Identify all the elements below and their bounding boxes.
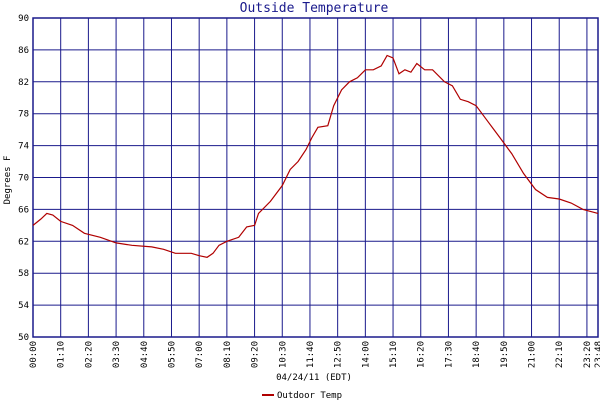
y-axis-label: Degrees F [3, 156, 13, 205]
x-tick-label: 08:10 [223, 341, 233, 368]
x-tick-label: 23:48 [594, 341, 600, 368]
y-tick-label: 86 [18, 46, 29, 56]
x-tick-label: 22:10 [555, 341, 565, 368]
x-tick-label: 18:40 [472, 341, 482, 368]
x-tick-label: 15:10 [389, 341, 399, 368]
y-tick-label: 54 [18, 301, 29, 311]
x-tick-label: 23:20 [583, 341, 593, 368]
y-tick-label: 78 [18, 110, 29, 120]
x-tick-label: 16:20 [417, 341, 427, 368]
x-tick-label: 05:50 [167, 341, 177, 368]
x-tick-label: 01:10 [57, 341, 67, 368]
y-tick-label: 50 [18, 333, 29, 343]
x-tick-label: 11:40 [306, 341, 316, 368]
x-tick-label: 07:00 [195, 341, 205, 368]
x-tick-label: 17:30 [444, 341, 454, 368]
data-line [32, 54, 599, 258]
y-tick-label: 62 [18, 237, 29, 247]
y-tick-label: 82 [18, 78, 29, 88]
legend-label: Outdoor Temp [277, 391, 342, 400]
x-axis-label: 04/24/11 (EDT) [276, 373, 352, 383]
x-tick-label: 00:00 [29, 341, 39, 368]
y-tick-label: 70 [18, 174, 29, 184]
y-tick-label: 74 [18, 142, 29, 152]
x-tick-label: 19:50 [500, 341, 510, 368]
x-tick-label: 14:00 [361, 341, 371, 368]
plot-border [32, 17, 599, 338]
chart-title: Outside Temperature [240, 1, 389, 16]
x-tick-label: 03:30 [112, 341, 122, 368]
x-tick-label: 02:20 [84, 341, 94, 368]
y-tick-label: 90 [18, 14, 29, 24]
x-tick-label: 09:20 [251, 341, 261, 368]
x-tick-label: 12:50 [334, 341, 344, 368]
x-tick-label: 04:40 [140, 341, 150, 368]
y-tick-label: 66 [18, 205, 29, 215]
y-tick-label: 58 [18, 269, 29, 279]
x-tick-label: 21:00 [528, 341, 538, 368]
x-tick-label: 10:30 [278, 341, 288, 368]
